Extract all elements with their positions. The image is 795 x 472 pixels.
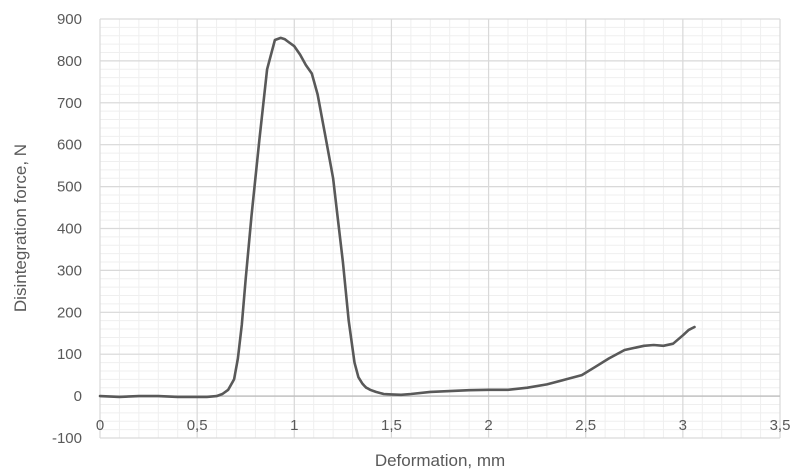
x-tick-labels: 0 0,5 1 1,5 2 2,5 3 3,5 xyxy=(96,417,791,434)
series-line xyxy=(98,36,696,399)
x-tick-label: 3,5 xyxy=(770,417,791,434)
y-tick-label: 700 xyxy=(57,95,82,112)
x-tick-label: 2 xyxy=(484,417,492,434)
series-layer xyxy=(98,36,696,399)
y-tick-label: 400 xyxy=(57,221,82,238)
y-tick-label: 0 xyxy=(74,388,82,405)
y-tick-label: -100 xyxy=(52,430,82,447)
y-axis-title: Disintegration force, N xyxy=(11,144,30,312)
y-tick-labels: -100 0 100 200 300 400 500 600 700 800 900 xyxy=(52,11,82,447)
x-axis-title: Deformation, mm xyxy=(375,451,505,470)
y-tick-label: 500 xyxy=(57,179,82,196)
x-tick-label: 1 xyxy=(290,417,298,434)
y-tick-label: 900 xyxy=(57,11,82,28)
x-tick-label: 3 xyxy=(679,417,687,434)
y-tick-label: 100 xyxy=(57,346,82,363)
x-tick-label: 0,5 xyxy=(187,417,208,434)
x-tick-label: 0 xyxy=(96,417,104,434)
major-gridlines xyxy=(99,18,781,439)
x-tick-label: 2,5 xyxy=(575,417,596,434)
x-tick-label: 1,5 xyxy=(381,417,402,434)
y-tick-label: 600 xyxy=(57,137,82,154)
y-tick-label: 800 xyxy=(57,53,82,70)
y-tick-label: 300 xyxy=(57,262,82,279)
y-tick-label: 200 xyxy=(57,304,82,321)
